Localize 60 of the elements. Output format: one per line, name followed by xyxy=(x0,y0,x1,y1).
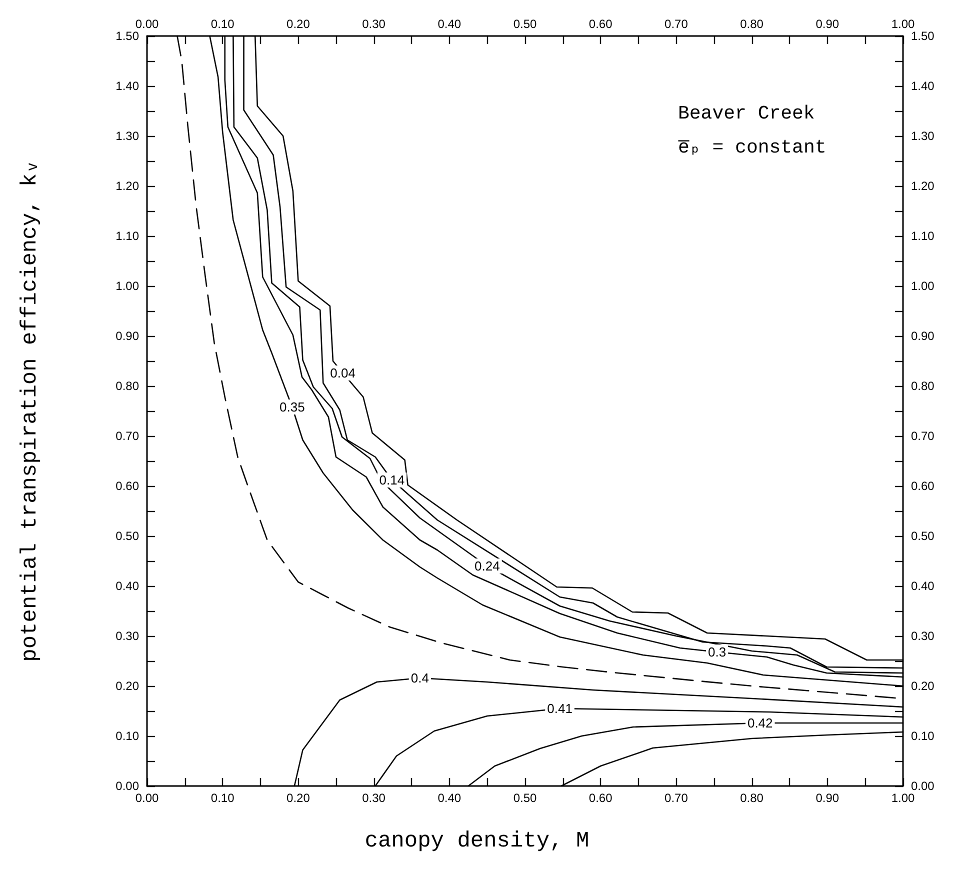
x2-tick-label: 0.70 xyxy=(664,17,688,31)
y2-tick-label: 0.30 xyxy=(911,629,935,643)
y-tick-label: 1.40 xyxy=(116,79,140,93)
y2-tick-label: 1.00 xyxy=(911,279,935,293)
y2-tick-label: 0.40 xyxy=(911,579,935,593)
y2-tick-label: 0.10 xyxy=(911,729,935,743)
x2-tick-label: 0.20 xyxy=(286,17,310,31)
x-tick-label: 0.50 xyxy=(513,791,537,805)
y2-tick-label: 0.00 xyxy=(911,779,935,793)
x-tick-label: 0.60 xyxy=(588,791,613,805)
y-tick-label: 0.10 xyxy=(116,729,140,743)
annotation: e̅ₚ = constant xyxy=(678,136,826,158)
x2-tick-label: 0.60 xyxy=(588,17,613,31)
x-tick-label: 0.00 xyxy=(135,791,159,805)
x2-tick-label: 0.00 xyxy=(135,17,159,31)
x2-tick-label: 0.40 xyxy=(438,17,462,31)
y2-tick-label: 0.70 xyxy=(911,429,935,443)
y-tick-label: 1.10 xyxy=(116,229,140,243)
y2-tick-label: 0.80 xyxy=(911,379,935,393)
x-tick-label: 0.70 xyxy=(664,791,688,805)
y-tick-label: 1.30 xyxy=(116,129,140,143)
y-tick-label: 0.60 xyxy=(116,479,140,493)
annotation: Beaver Creek xyxy=(678,102,815,124)
y2-tick-label: 0.20 xyxy=(911,679,935,693)
x2-tick-label: 0.10 xyxy=(210,17,235,31)
y2-tick-label: 0.50 xyxy=(911,529,935,543)
y-axis-title: potential transpiration efficiency, kᵥ xyxy=(18,160,42,662)
x-tick-label: 0.20 xyxy=(286,791,310,805)
x2-tick-label: 1.00 xyxy=(891,17,915,31)
y-tick-label: 0.30 xyxy=(116,629,140,643)
y2-tick-label: 0.60 xyxy=(911,479,935,493)
y-tick-label: 0.20 xyxy=(116,679,140,693)
x2-tick-label: 0.80 xyxy=(740,17,764,31)
x-tick-label: 1.00 xyxy=(891,791,915,805)
y2-tick-label: 1.30 xyxy=(911,129,935,143)
y2-tick-label: 1.40 xyxy=(911,79,935,93)
y-tick-label: 1.50 xyxy=(116,29,140,43)
y2-tick-label: 1.20 xyxy=(911,179,935,193)
x-tick-label: 0.10 xyxy=(210,791,235,805)
x-tick-label: 0.30 xyxy=(362,791,386,805)
x2-tick-label: 0.50 xyxy=(513,17,537,31)
y-tick-label: 1.20 xyxy=(116,179,140,193)
x-axis-title: canopy density, M xyxy=(364,828,590,854)
y-tick-label: 0.00 xyxy=(116,779,140,793)
x-tick-label: 0.80 xyxy=(740,791,764,805)
y-tick-label: 0.40 xyxy=(116,579,140,593)
y-tick-label: 1.00 xyxy=(116,279,140,293)
y2-tick-label: 0.90 xyxy=(911,329,935,343)
series-label: 0.04 xyxy=(330,366,356,380)
series-label: 0.35 xyxy=(279,400,305,414)
y-tick-label: 0.90 xyxy=(116,329,140,343)
x-tick-label: 0.40 xyxy=(438,791,462,805)
y-tick-label: 0.80 xyxy=(116,379,140,393)
x-tick-label: 0.90 xyxy=(816,791,840,805)
y2-tick-label: 1.50 xyxy=(911,29,935,43)
y2-tick-label: 1.10 xyxy=(911,229,935,243)
x2-tick-label: 0.30 xyxy=(362,17,386,31)
y-tick-label: 0.70 xyxy=(116,429,140,443)
y-tick-label: 0.50 xyxy=(116,529,140,543)
x2-tick-label: 0.90 xyxy=(816,17,840,31)
